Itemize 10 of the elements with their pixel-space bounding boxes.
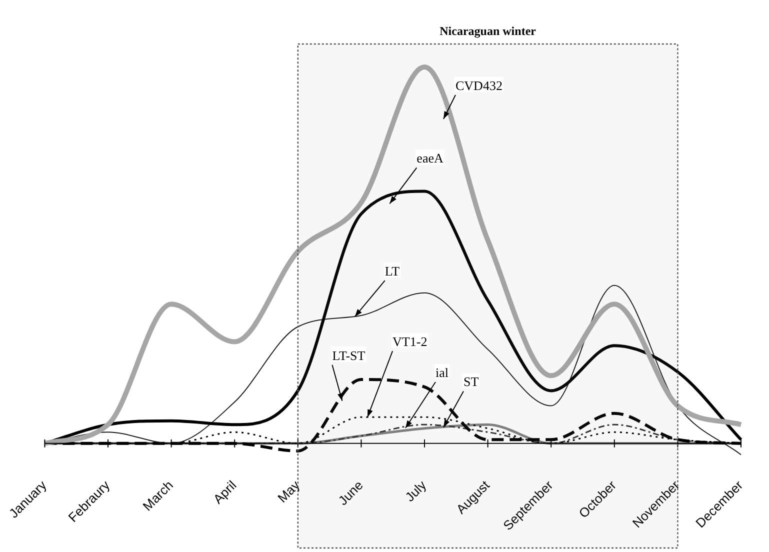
series-label: eaeA xyxy=(416,150,444,166)
text: ST xyxy=(463,374,479,390)
text: VT1-2 xyxy=(392,334,428,349)
text: ial xyxy=(436,364,449,380)
series-label: LT-ST xyxy=(332,348,366,363)
series-label: CVD432 xyxy=(455,78,502,93)
x-tick-label: July xyxy=(402,477,430,505)
x-tick-label: May xyxy=(274,477,303,506)
band-label: Nicaraguan winter xyxy=(440,24,537,38)
series-label: LT xyxy=(384,264,400,279)
